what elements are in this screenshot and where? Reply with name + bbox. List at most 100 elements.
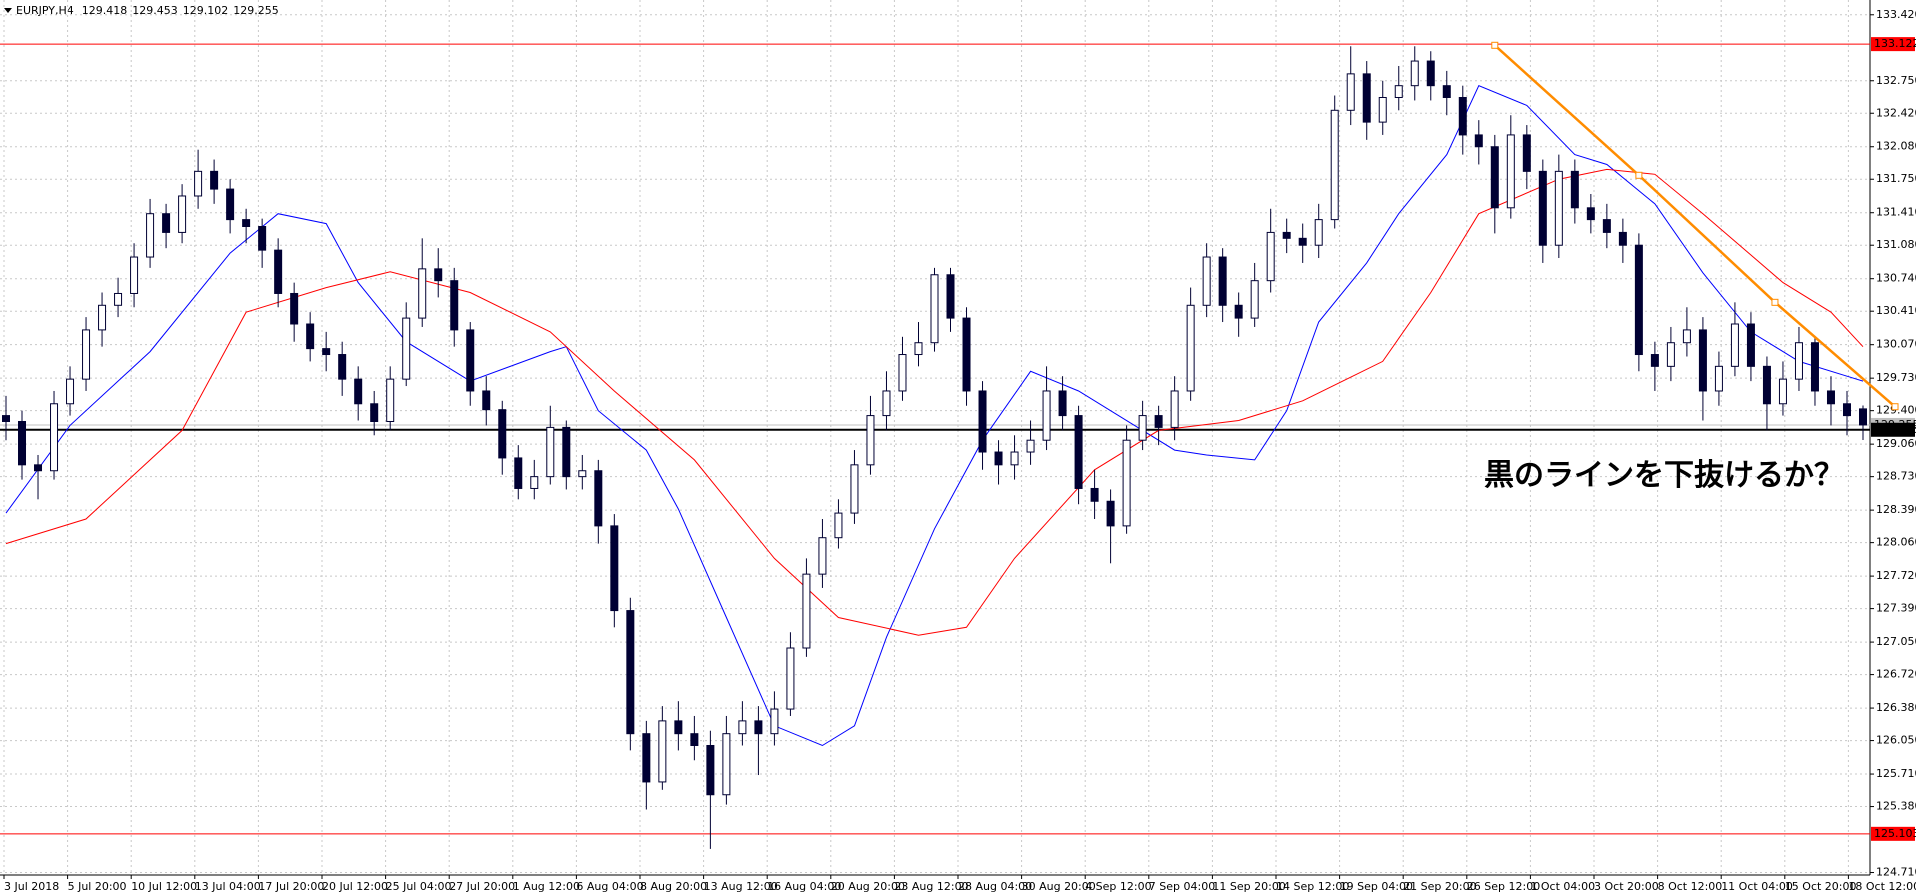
- x-tick-label: 8 Aug 20:00: [640, 880, 707, 893]
- candle-body: [226, 188, 235, 221]
- candle-body: [370, 403, 379, 422]
- candle-body: [354, 378, 363, 405]
- candle-body: [34, 464, 43, 472]
- moving-average: [5, 85, 1864, 747]
- candle-body: [578, 470, 587, 478]
- candle-body: [754, 720, 763, 735]
- y-tick-label: 126.720: [1876, 668, 1916, 681]
- candle-body: [1250, 280, 1259, 319]
- candle-body: [1602, 219, 1611, 233]
- candle-body: [1234, 304, 1243, 319]
- candle-body: [82, 329, 91, 380]
- y-tick-label: 131.750: [1876, 172, 1916, 185]
- y-tick-label: 125.380: [1876, 800, 1916, 813]
- candle-body: [1554, 170, 1563, 246]
- menu-arrow[interactable]: [4, 8, 12, 13]
- candle-body: [1586, 207, 1595, 221]
- candle-body: [1506, 134, 1515, 209]
- y-tick-label: 126.380: [1876, 701, 1916, 714]
- candle-body: [562, 426, 571, 478]
- x-tick-label: 20 Jul 12:00: [322, 880, 388, 893]
- candle-body: [1410, 60, 1419, 87]
- candle-body: [178, 195, 187, 233]
- price-tag: [1871, 422, 1915, 437]
- candle-body: [1378, 96, 1387, 123]
- candle-body: [914, 342, 923, 356]
- x-tick-label: 25 Jul 04:00: [386, 880, 452, 893]
- high: 129.453: [132, 4, 178, 17]
- y-tick-label: 132.420: [1876, 106, 1916, 119]
- candle-body: [1282, 231, 1291, 239]
- candle-body: [434, 268, 443, 282]
- candle-body: [786, 647, 795, 710]
- trendline-anchor: [1635, 171, 1643, 179]
- y-tick-label: 127.390: [1876, 602, 1916, 615]
- candle-body: [418, 268, 427, 319]
- candle-body: [1330, 109, 1339, 221]
- candle-body: [1042, 390, 1051, 441]
- candle-body: [338, 354, 347, 380]
- candle-body: [130, 256, 139, 294]
- candle-body: [1794, 342, 1803, 380]
- candle-body: [482, 390, 491, 411]
- y-tick-label: 129.060: [1876, 437, 1916, 450]
- candle-body: [498, 409, 507, 459]
- candle-body: [242, 219, 251, 228]
- y-tick-label: 133.420: [1876, 8, 1916, 21]
- trendline: [1493, 44, 1896, 408]
- trendline-anchor: [1891, 403, 1899, 411]
- candle-body: [802, 573, 811, 649]
- candle-body: [114, 292, 123, 306]
- candle-body: [466, 329, 475, 392]
- candle-body: [1458, 96, 1467, 136]
- x-tick-label: 10 Jul 12:00: [131, 880, 197, 893]
- candle-body: [1314, 219, 1323, 246]
- candle-body: [402, 317, 411, 380]
- y-tick-label: 127.050: [1876, 635, 1916, 648]
- y-tick-label: 131.410: [1876, 206, 1916, 219]
- candle-body: [1714, 365, 1723, 392]
- x-tick-label: 20 Aug 20:00: [831, 880, 905, 893]
- candle-body: [1266, 231, 1275, 282]
- x-tick-label: 21 Sep 20:00: [1403, 880, 1476, 893]
- candle-body: [1490, 146, 1499, 209]
- candle-body: [1170, 390, 1179, 428]
- candle-body: [1682, 329, 1691, 344]
- candle-body: [1538, 170, 1547, 246]
- y-tick-label: 130.740: [1876, 272, 1916, 285]
- x-tick-label: 27 Jul 20:00: [449, 880, 515, 893]
- x-tick-label: 3 Jul 2018: [4, 880, 59, 893]
- candle-body: [386, 378, 395, 422]
- x-tick-label: 14 Sep 12:00: [1276, 880, 1349, 893]
- annotation: 黒のラインを下抜けるか？: [1484, 458, 1844, 493]
- x-tick-label: 28 Aug 04:00: [958, 880, 1032, 893]
- price-tag-label: 129.206: [1874, 423, 1916, 436]
- y-tick-label: 132.080: [1876, 140, 1916, 153]
- candle-body: [322, 348, 331, 356]
- candle-body: [274, 249, 283, 294]
- candle-body: [1634, 244, 1643, 356]
- moving-average: [5, 168, 1864, 636]
- candle-body: [1122, 439, 1131, 527]
- x-tick-label: 23 Aug 12:00: [894, 880, 968, 893]
- candle-body: [658, 720, 667, 783]
- candle-body: [1826, 390, 1835, 405]
- candle-body: [1698, 329, 1707, 392]
- candle-body: [98, 304, 107, 331]
- candle-body: [1650, 354, 1659, 367]
- x-tick-label: 11 Oct 04:00: [1721, 880, 1793, 893]
- candle-body: [594, 470, 603, 527]
- candle-body: [818, 537, 827, 575]
- x-tick-label: 1 Oct 04:00: [1530, 880, 1595, 893]
- candle-body: [642, 733, 651, 783]
- x-tick-label: 5 Jul 20:00: [68, 880, 127, 893]
- price-tag-label: 125.103: [1874, 827, 1916, 840]
- candle-body: [1346, 73, 1355, 111]
- candle-body: [290, 292, 299, 325]
- candle-body: [770, 708, 779, 735]
- price-tag-label: 133.122: [1874, 37, 1916, 50]
- candle-body: [1618, 231, 1627, 246]
- y-tick-label: 127.720: [1876, 569, 1916, 582]
- candle-body: [1138, 415, 1147, 441]
- candle-body: [1186, 304, 1195, 392]
